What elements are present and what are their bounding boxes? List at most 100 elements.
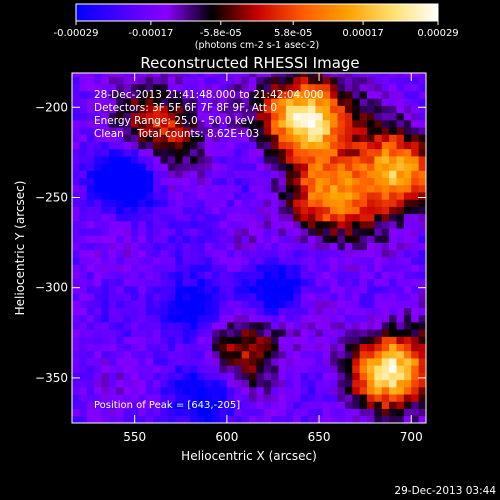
heatmap-cell [271, 98, 279, 106]
heatmap-cell [352, 235, 361, 243]
heatmap-cell [344, 192, 353, 200]
heatmap-cell [367, 184, 375, 193]
heatmap-cell [182, 83, 191, 92]
heatmap-cell [344, 394, 353, 402]
heatmap-cell [108, 285, 117, 294]
heatmap-cell [249, 177, 257, 186]
heatmap-cell [241, 372, 250, 381]
heatmap-cell [101, 242, 110, 251]
heatmap-cell [315, 127, 324, 135]
heatmap-cell [123, 83, 132, 92]
heatmap-cell [131, 127, 139, 135]
heatmap-cell [271, 105, 279, 114]
heatmap-cell [418, 271, 426, 280]
heatmap-cell [293, 278, 302, 287]
heatmap-cell [182, 228, 191, 236]
heatmap-cell [153, 155, 161, 164]
heatmap-cell [167, 257, 176, 265]
heatmap-cell [396, 235, 405, 243]
heatmap-cell [197, 358, 206, 366]
heatmap-cell [271, 170, 279, 179]
heatmap-cell [204, 379, 213, 388]
heatmap-cell [263, 134, 272, 142]
heatmap-cell [234, 372, 243, 381]
heatmap-cell [145, 264, 154, 272]
heatmap-cell [271, 127, 279, 135]
heatmap-cell [315, 365, 324, 373]
heatmap-cell [418, 394, 426, 402]
heatmap-cell [160, 350, 169, 359]
heatmap-cell [153, 141, 161, 150]
heatmap-cell [94, 372, 102, 381]
heatmap-cell [79, 220, 88, 229]
heatmap-cell [249, 264, 257, 272]
heatmap-cell [300, 199, 309, 207]
heatmap-cell [278, 372, 287, 381]
heatmap-cell [131, 119, 139, 128]
heatmap-cell [256, 321, 265, 330]
heatmap-cell [367, 242, 375, 251]
heatmap-cell [256, 192, 265, 200]
heatmap-cell [367, 73, 375, 78]
heatmap-cell [86, 285, 95, 294]
heatmap-cell [234, 73, 243, 78]
heatmap-cell [204, 76, 213, 85]
heatmap-cell [212, 329, 220, 337]
heatmap-cell [367, 155, 375, 164]
heatmap-cell [389, 177, 397, 186]
heatmap-cell [308, 228, 316, 236]
heatmap-cell [403, 372, 412, 381]
heatmap-cell [367, 314, 375, 323]
heatmap-cell [374, 300, 383, 308]
heatmap-cell [212, 177, 220, 186]
heatmap-cell [153, 394, 161, 402]
heatmap-cell [322, 98, 331, 106]
heatmap-cell [101, 300, 110, 308]
heatmap-cell [160, 285, 169, 294]
heatmap-cell [403, 148, 412, 157]
heatmap-cell [300, 321, 309, 330]
heatmap-cell [190, 300, 198, 308]
heatmap-cell [315, 372, 324, 381]
heatmap-cell [403, 163, 412, 171]
heatmap-cell [293, 249, 302, 258]
heatmap-cell [293, 134, 302, 142]
heatmap-cell [145, 394, 154, 402]
heatmap-cell [167, 73, 176, 78]
heatmap-cell [285, 408, 294, 417]
heatmap-cell [175, 386, 184, 395]
heatmap-cell [153, 98, 161, 106]
heatmap-cell [300, 343, 309, 352]
heatmap-cell [219, 321, 228, 330]
heatmap-cell [241, 163, 250, 171]
heatmap-cell [322, 300, 331, 308]
heatmap-cell [219, 170, 228, 179]
heatmap-cell [300, 163, 309, 171]
heatmap-cell [403, 213, 412, 222]
heatmap-cell [197, 350, 206, 359]
heatmap-cell [108, 278, 117, 287]
heatmap-cell [160, 343, 169, 352]
heatmap-cell [300, 177, 309, 186]
heatmap-cell [278, 105, 287, 114]
heatmap-cell [381, 372, 390, 381]
heatmap-cell [315, 386, 324, 395]
heatmap-cell [256, 119, 265, 128]
heatmap-cell [308, 220, 316, 229]
heatmap-cell [167, 213, 176, 222]
heatmap-cell [411, 343, 420, 352]
heatmap-cell [322, 141, 331, 150]
heatmap-cell [271, 177, 279, 186]
heatmap-cell [396, 163, 405, 171]
heatmap-cell [344, 401, 353, 409]
heatmap-cell [182, 192, 191, 200]
heatmap-cell [389, 372, 397, 381]
heatmap-cell [315, 285, 324, 294]
heatmap-cell [226, 73, 235, 78]
heatmap-cell [72, 408, 80, 417]
heatmap-cell [418, 386, 426, 395]
heatmap-cell [153, 350, 161, 359]
heatmap-cell [212, 358, 220, 366]
heatmap-cell [374, 415, 383, 423]
heatmap-cell [241, 119, 250, 128]
